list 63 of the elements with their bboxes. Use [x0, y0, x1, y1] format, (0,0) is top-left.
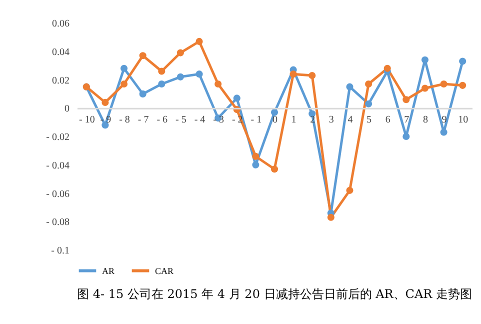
point: [102, 122, 109, 129]
point: [421, 56, 429, 64]
y-tick-label: - 0.04: [46, 160, 70, 172]
point: [270, 166, 278, 173]
point: [102, 98, 109, 106]
point: [196, 38, 203, 45]
point: [421, 84, 429, 92]
point: [346, 186, 354, 194]
point: [270, 108, 278, 116]
y-tick-label: - 0.1: [51, 246, 70, 256]
y-tick-label: 0: [64, 104, 70, 115]
y-tick-label: - 0.06: [46, 188, 70, 200]
point: [308, 72, 316, 80]
point: [346, 83, 354, 90]
point: [459, 58, 466, 65]
x-tick-label: 4: [348, 114, 353, 126]
point: [440, 80, 448, 88]
point: [120, 80, 128, 88]
y-tick-label: - 0.02: [46, 132, 70, 143]
point: [139, 90, 146, 98]
point: [402, 132, 410, 140]
point: [327, 214, 334, 221]
point: [158, 68, 166, 75]
point: [402, 96, 410, 104]
y-tick-label: 0.02: [52, 75, 70, 86]
y-tick-label: 0.06: [52, 18, 70, 30]
point: [252, 161, 260, 168]
point: [290, 70, 297, 78]
point: [384, 64, 391, 72]
point: [214, 80, 222, 88]
legend-label: CAR: [155, 266, 174, 276]
point: [440, 128, 448, 136]
x-tick-label: 5: [366, 114, 372, 126]
caption: 图 4- 15 公司在 2015 年 4 月 20 日减持公告日前后的 AR、CAR 走势图: [77, 287, 472, 301]
point: [139, 52, 146, 60]
x-tick-label: - 4: [194, 114, 206, 126]
x-tick-label: 3: [328, 114, 334, 126]
x-tick-label: - 6: [156, 114, 168, 126]
x-tick-label: 8: [422, 114, 428, 126]
point: [459, 82, 466, 89]
x-tick-label: 10: [458, 114, 468, 126]
y-tick-label: - 0.08: [46, 217, 70, 228]
x-tick-label: - 5: [176, 114, 186, 126]
point: [158, 80, 166, 88]
point: [120, 64, 128, 72]
point: [196, 70, 203, 78]
x-tick-label: 1: [291, 114, 296, 126]
point: [176, 49, 184, 56]
point: [252, 152, 260, 160]
point: [233, 94, 240, 102]
legend-label: AR: [102, 266, 115, 276]
x-tick-label: - 8: [119, 114, 130, 126]
x-tick-label: 6: [385, 114, 390, 126]
x-tick-label: - 3: [213, 114, 224, 126]
point: [365, 100, 372, 108]
x-tick-label: - 10: [78, 114, 95, 126]
x-tick-label: - 1: [250, 114, 262, 126]
y-tick-label: 0.04: [52, 46, 70, 58]
x-tick-label: - 7: [138, 114, 149, 126]
point: [176, 73, 184, 80]
x-tick-label: 0: [272, 114, 278, 126]
x-tick-label: 7: [404, 114, 410, 126]
point: [365, 80, 372, 88]
